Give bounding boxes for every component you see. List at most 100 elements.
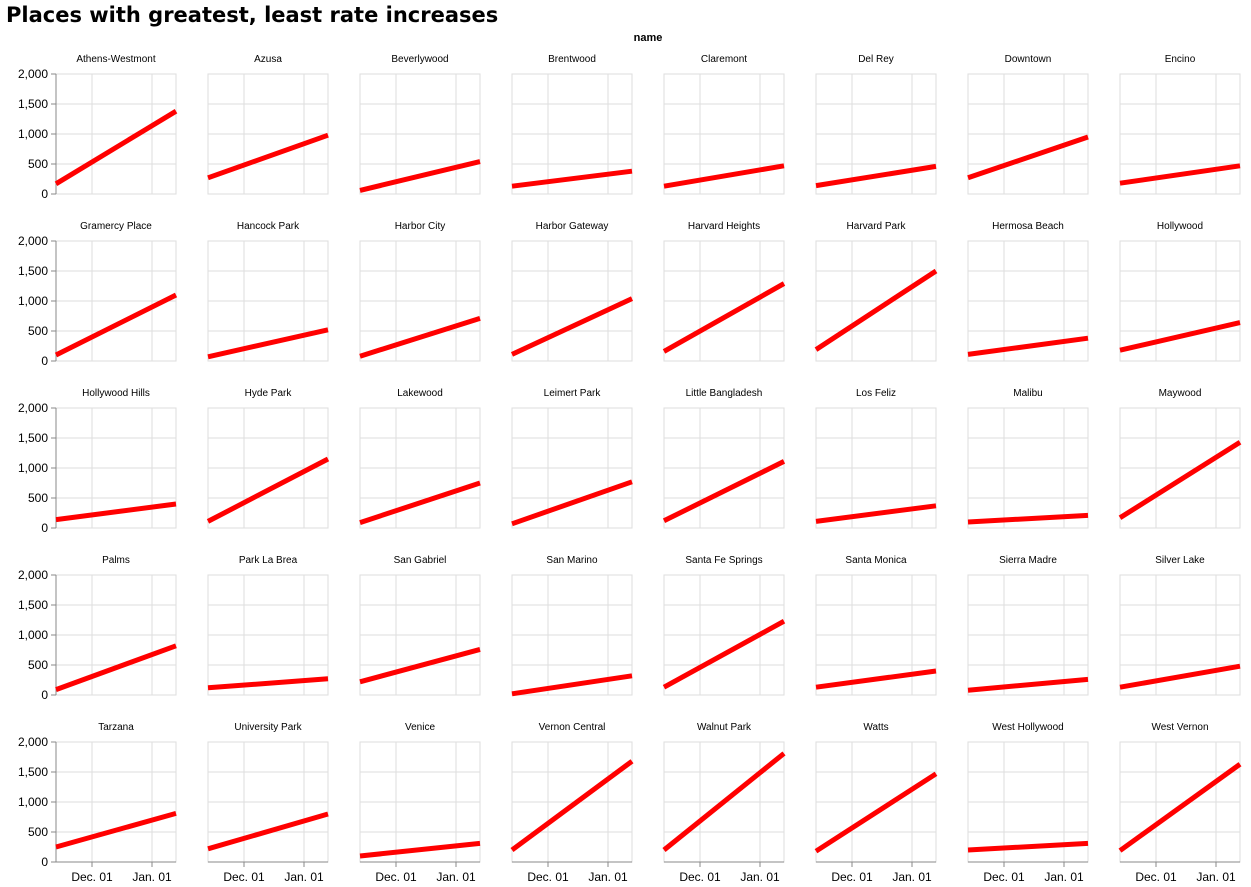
y-tick-label: 1,500 — [18, 431, 48, 445]
panel-los-feliz: Los Feliz — [815, 388, 937, 529]
y-tick-label: 1,000 — [18, 294, 48, 308]
panel-frame — [359, 407, 481, 529]
series-line — [967, 335, 1089, 357]
panel-title: Walnut Park — [697, 722, 752, 733]
facet-header: name — [634, 32, 663, 44]
series-line — [662, 619, 786, 690]
panel-sierra-madre: Sierra Madre — [967, 555, 1089, 696]
series-line — [207, 327, 329, 360]
panel-frame — [967, 240, 1089, 362]
series-line — [207, 132, 329, 181]
panel-title: Hancock Park — [237, 221, 300, 232]
panel-san-gabriel: San Gabriel — [359, 555, 481, 696]
panel-title: Azusa — [254, 54, 282, 65]
panel-frame — [511, 73, 633, 195]
series-line — [359, 840, 481, 859]
panel-frame — [511, 574, 633, 696]
series-line — [967, 512, 1089, 525]
panel-frame — [359, 73, 481, 195]
panel-downtown: Downtown — [967, 54, 1089, 195]
panel-harvard-heights: Harvard Heights — [662, 221, 786, 362]
y-tick-label: 500 — [28, 658, 48, 672]
x-tick-label: Jan. 01 — [436, 870, 476, 884]
panel-title: Downtown — [1005, 54, 1052, 65]
panel-encino: Encino — [1119, 54, 1241, 195]
panel-harbor-city: Harbor City — [359, 221, 481, 362]
panel-title: Maywood — [1159, 388, 1202, 399]
panel-university-park: University Park Dec. 01 Jan. 01 — [207, 722, 329, 884]
y-tick-label: 0 — [41, 855, 48, 869]
y-tick-label: 1,500 — [18, 598, 48, 612]
panel-title: Harvard Park — [847, 221, 907, 232]
x-tick-label: Jan. 01 — [892, 870, 932, 884]
panel-title: Tarzana — [98, 722, 134, 733]
y-tick-label: 2,000 — [18, 67, 48, 81]
panel-hollywood: Hollywood — [1119, 221, 1241, 362]
panel-palms: Palms 0 500 1,000 1,500 2,000 — [18, 555, 177, 702]
series-line — [55, 501, 177, 523]
panel-west-hollywood: West Hollywood Dec. 01 Jan. 01 — [967, 722, 1089, 884]
series-line — [511, 479, 633, 527]
panel-vernon-central: Vernon Central Dec. 01 Jan. 01 — [510, 722, 634, 884]
y-tick-label: 1,000 — [18, 461, 48, 475]
panel-beverlywood: Beverlywood — [359, 54, 481, 195]
x-tick-label: Dec. 01 — [679, 870, 721, 884]
panel-title: Encino — [1165, 54, 1196, 65]
panel-san-marino: San Marino — [511, 555, 633, 697]
x-tick-label: Jan. 01 — [284, 870, 324, 884]
series-line — [1119, 163, 1241, 186]
panel-title: San Marino — [546, 555, 598, 566]
panel-watts: Watts Dec. 01 Jan. 01 — [814, 722, 938, 884]
x-tick-label: Dec. 01 — [983, 870, 1025, 884]
panel-azusa: Azusa — [207, 54, 329, 195]
series-line — [359, 159, 481, 193]
panel-harbor-gateway: Harbor Gateway — [510, 221, 634, 362]
y-tick-label: 1,500 — [18, 765, 48, 779]
panel-santa-fe-springs: Santa Fe Springs — [662, 555, 786, 696]
y-tick-label: 2,000 — [18, 234, 48, 248]
series-line — [55, 643, 177, 692]
panel-frame — [1119, 73, 1241, 195]
y-tick-label: 1,000 — [18, 628, 48, 642]
x-tick-label: Jan. 01 — [588, 870, 628, 884]
x-tick-label: Jan. 01 — [132, 870, 172, 884]
panel-title: Del Rey — [858, 54, 894, 65]
panel-leimert-park: Leimert Park — [511, 388, 633, 529]
panel-frame — [207, 407, 329, 529]
y-tick-label: 500 — [28, 157, 48, 171]
panel-title: Hollywood — [1157, 221, 1203, 232]
panel-title: Harvard Heights — [688, 221, 760, 232]
series-line — [510, 759, 634, 853]
panel-maywood: Maywood — [1118, 388, 1242, 529]
panel-title: Santa Fe Springs — [685, 555, 762, 566]
panel-frame — [207, 574, 329, 696]
panel-title: University Park — [234, 722, 302, 733]
panel-silver-lake: Silver Lake — [1119, 555, 1241, 696]
panel-title: Harbor City — [395, 221, 446, 232]
x-tick-label: Dec. 01 — [71, 870, 113, 884]
panel-title: Watts — [863, 722, 888, 733]
panel-frame — [1119, 240, 1241, 362]
x-tick-label: Dec. 01 — [831, 870, 873, 884]
series-line — [511, 673, 633, 697]
y-tick-label: 500 — [28, 491, 48, 505]
y-tick-label: 2,000 — [18, 401, 48, 415]
panel-frame — [1119, 574, 1241, 696]
panel-title: Vernon Central — [539, 722, 606, 733]
series-line — [662, 751, 786, 852]
panel-title: Beverlywood — [391, 54, 448, 65]
y-tick-label: 1,500 — [18, 264, 48, 278]
y-tick-label: 500 — [28, 825, 48, 839]
panel-walnut-park: Walnut Park Dec. 01 Jan. 01 — [662, 722, 786, 884]
panel-frame — [511, 407, 633, 529]
panel-title: Brentwood — [548, 54, 596, 65]
panel-frame — [815, 240, 937, 362]
panel-hancock-park: Hancock Park — [207, 221, 329, 362]
panel-frame — [359, 574, 481, 696]
panel-frame — [815, 407, 937, 529]
series-line — [662, 281, 786, 354]
series-line — [359, 480, 481, 525]
y-tick-label: 500 — [28, 324, 48, 338]
series-line — [359, 316, 481, 359]
x-tick-label: Dec. 01 — [223, 870, 265, 884]
